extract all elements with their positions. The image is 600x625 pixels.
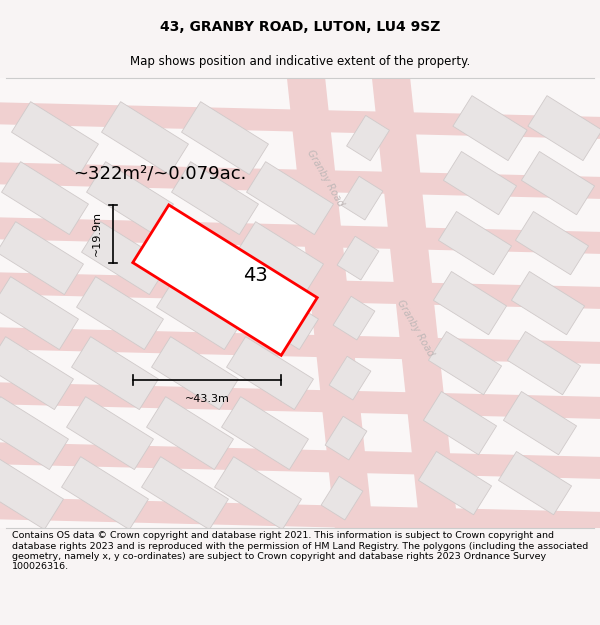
- Polygon shape: [0, 497, 600, 534]
- Polygon shape: [329, 356, 371, 400]
- Polygon shape: [67, 397, 154, 469]
- Polygon shape: [443, 151, 517, 215]
- Polygon shape: [511, 271, 584, 335]
- Text: ~19.9m: ~19.9m: [92, 211, 102, 256]
- Polygon shape: [337, 236, 379, 280]
- Polygon shape: [508, 331, 581, 395]
- Polygon shape: [0, 442, 600, 479]
- Text: Contains OS data © Crown copyright and database right 2021. This information is : Contains OS data © Crown copyright and d…: [12, 531, 588, 571]
- Polygon shape: [333, 296, 375, 340]
- Polygon shape: [152, 337, 238, 409]
- Polygon shape: [528, 96, 600, 161]
- Polygon shape: [0, 162, 600, 199]
- Polygon shape: [0, 102, 600, 139]
- Polygon shape: [2, 162, 88, 234]
- Polygon shape: [0, 217, 600, 254]
- Polygon shape: [347, 116, 389, 161]
- Polygon shape: [146, 397, 233, 469]
- Polygon shape: [172, 162, 259, 234]
- Polygon shape: [227, 337, 313, 409]
- Polygon shape: [247, 162, 334, 234]
- Text: 43, GRANBY ROAD, LUTON, LU4 9SZ: 43, GRANBY ROAD, LUTON, LU4 9SZ: [160, 19, 440, 34]
- Polygon shape: [439, 211, 512, 275]
- Text: Granby Road: Granby Road: [395, 298, 435, 358]
- Polygon shape: [182, 102, 268, 174]
- Text: Granby Road: Granby Road: [305, 148, 345, 208]
- Polygon shape: [321, 476, 363, 520]
- Polygon shape: [0, 272, 600, 309]
- Polygon shape: [82, 222, 169, 294]
- Polygon shape: [62, 457, 148, 529]
- Polygon shape: [11, 102, 98, 174]
- Polygon shape: [499, 451, 572, 515]
- Polygon shape: [424, 391, 497, 455]
- Polygon shape: [0, 397, 68, 469]
- Polygon shape: [371, 66, 459, 540]
- Polygon shape: [0, 337, 73, 409]
- Polygon shape: [286, 66, 374, 540]
- Polygon shape: [232, 277, 319, 349]
- Polygon shape: [236, 222, 323, 294]
- Polygon shape: [215, 457, 301, 529]
- Polygon shape: [453, 96, 527, 161]
- Text: ~322m²/~0.079ac.: ~322m²/~0.079ac.: [73, 164, 247, 182]
- Polygon shape: [157, 277, 244, 349]
- Polygon shape: [71, 337, 158, 409]
- Polygon shape: [161, 222, 248, 294]
- Polygon shape: [515, 211, 589, 275]
- Polygon shape: [325, 416, 367, 460]
- Polygon shape: [0, 277, 79, 349]
- Polygon shape: [0, 327, 600, 364]
- Polygon shape: [521, 151, 595, 215]
- Polygon shape: [86, 162, 173, 234]
- Text: Map shows position and indicative extent of the property.: Map shows position and indicative extent…: [130, 54, 470, 68]
- Polygon shape: [0, 382, 600, 419]
- Text: 43: 43: [242, 266, 268, 284]
- Polygon shape: [433, 271, 506, 335]
- Polygon shape: [101, 102, 188, 174]
- Polygon shape: [0, 457, 64, 529]
- Polygon shape: [503, 391, 577, 455]
- Polygon shape: [142, 457, 229, 529]
- Text: ~43.3m: ~43.3m: [185, 394, 229, 404]
- Polygon shape: [418, 451, 491, 515]
- Polygon shape: [221, 397, 308, 469]
- Polygon shape: [133, 205, 317, 356]
- Polygon shape: [428, 331, 502, 395]
- Polygon shape: [0, 222, 83, 294]
- Polygon shape: [77, 277, 163, 349]
- Polygon shape: [341, 176, 383, 220]
